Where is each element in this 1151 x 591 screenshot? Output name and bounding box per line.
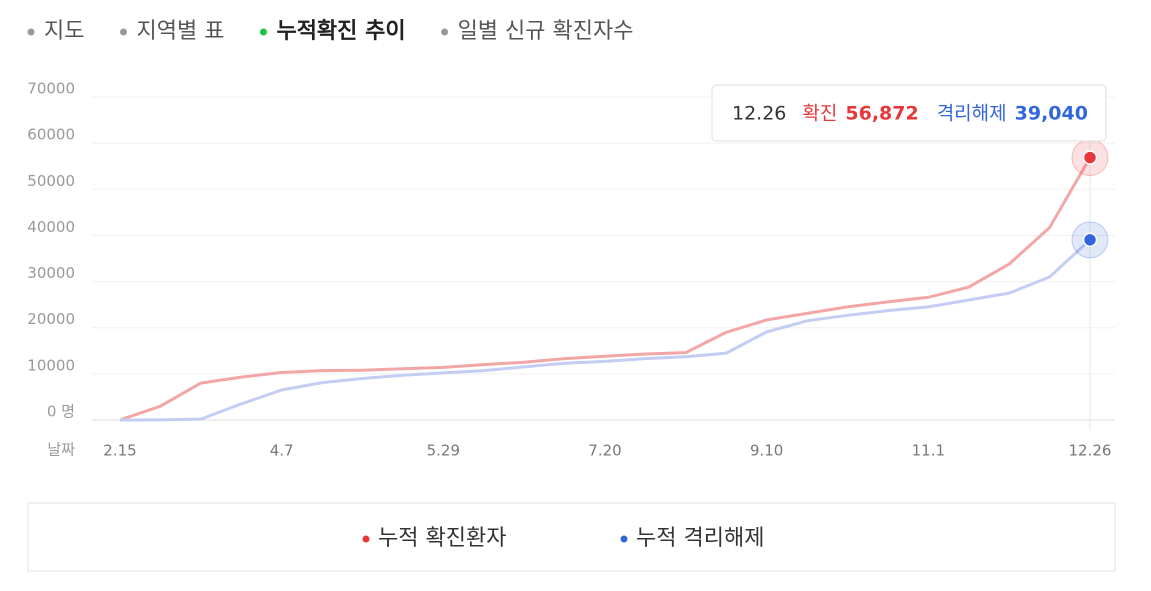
legend-box xyxy=(27,502,1116,572)
tooltip: 12.26 확진 56,872 격리해제 39,040 xyxy=(711,84,1107,142)
x-tick-label: 5.29 xyxy=(427,442,460,460)
y-tick-label: 10000 xyxy=(27,356,75,374)
legend-dot xyxy=(620,535,628,543)
x-tick-label: 4.7 xyxy=(270,442,294,460)
tab-dot xyxy=(27,28,35,36)
tab-dot xyxy=(441,28,449,36)
legend-label: 누적 격리해제 xyxy=(636,526,764,551)
y-tick-label: 20000 xyxy=(27,310,75,328)
legend-label: 누적 확진환자 xyxy=(378,526,506,551)
tooltip-box xyxy=(711,84,1107,142)
x-tick-label: 7.20 xyxy=(588,442,621,460)
y-tick-label: 40000 xyxy=(27,218,75,236)
tab[interactable]: 일별 신규 확진자수 xyxy=(458,19,634,44)
tooltip-text: 확진 xyxy=(802,103,837,125)
x-tick-label: 9.10 xyxy=(750,442,783,460)
x-axis-label: 날짜 xyxy=(47,441,75,459)
tab[interactable]: 누적확진 추이 xyxy=(276,19,405,44)
y-tick-label: 0 명 xyxy=(47,403,75,421)
legend-dot xyxy=(362,535,370,543)
x-tick-label: 2.15 xyxy=(103,442,136,460)
y-tick-label: 30000 xyxy=(27,264,75,282)
marker xyxy=(1082,150,1098,165)
marker xyxy=(1082,232,1098,248)
tooltip-text: 격리해제 xyxy=(937,103,1007,125)
series-line xyxy=(119,238,1092,422)
tooltip-text: 39,040 xyxy=(1015,103,1088,125)
x-tick-label: 11.1 xyxy=(912,442,945,460)
tab-dot xyxy=(259,28,267,36)
y-tick-label: 60000 xyxy=(27,126,75,144)
series-line xyxy=(119,156,1092,422)
tooltip-text: 56,872 xyxy=(845,103,918,125)
tooltip-text: 12.26 xyxy=(732,103,786,125)
y-tick-label: 70000 xyxy=(27,80,75,98)
x-tick-label: 12.26 xyxy=(1069,442,1112,460)
y-tick-label: 50000 xyxy=(27,172,75,190)
tab[interactable]: 지역별 표 xyxy=(136,19,224,44)
tab-dot xyxy=(119,28,127,36)
tab[interactable]: 지도 xyxy=(44,19,84,44)
